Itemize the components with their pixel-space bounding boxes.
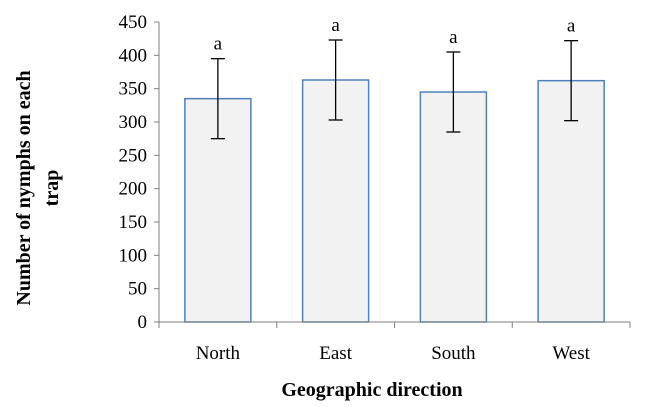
x-axis-title: Geographic direction [281, 379, 462, 401]
x-tick-label: West [552, 343, 590, 364]
y-tick-label: 100 [119, 245, 148, 266]
y-axis-title-line-2: trap [41, 170, 63, 207]
y-tick-label: 250 [119, 145, 148, 166]
x-tick-label: North [196, 343, 241, 364]
y-axis-title: Number of nymphs on each trap [13, 70, 63, 305]
x-axis-ticks: North East South West [159, 322, 630, 364]
y-axis-title-line-1: Number of nymphs on each [13, 70, 35, 305]
significance-label: a [567, 16, 576, 37]
y-tick-label: 400 [119, 45, 148, 66]
y-tick-label: 450 [119, 12, 148, 33]
y-tick-label: 300 [119, 112, 148, 133]
y-tick-label: 50 [128, 279, 147, 300]
y-tick-label: 150 [119, 212, 148, 233]
x-tick-label: South [431, 343, 476, 364]
bars [185, 80, 604, 322]
significance-label: a [331, 15, 340, 36]
error-bars [211, 40, 578, 139]
y-axis-ticks: 0 50 100 150 200 250 300 350 400 450 [119, 12, 160, 333]
y-tick-label: 0 [138, 312, 148, 333]
x-tick-label: East [319, 343, 352, 364]
significance-label: a [449, 27, 458, 48]
y-tick-label: 200 [119, 179, 148, 200]
y-tick-label: 350 [119, 79, 148, 100]
significance-label: a [214, 34, 223, 55]
